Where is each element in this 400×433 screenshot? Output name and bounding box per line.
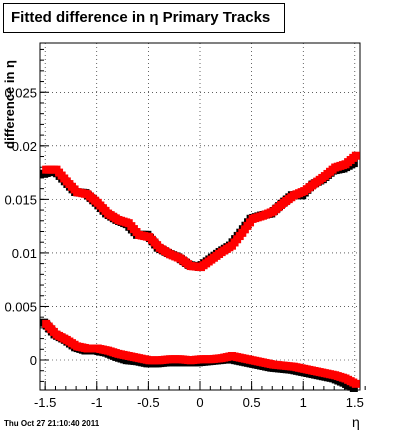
- timestamp: Thu Oct 27 21:10:40 2011: [4, 419, 100, 428]
- series-1: [42, 151, 360, 388]
- x-tick-label: 1: [300, 395, 307, 410]
- x-axis-label: η: [352, 414, 360, 430]
- x-tick-label: -0.5: [137, 395, 159, 410]
- chart-title: Fitted difference in η Primary Tracks: [11, 9, 271, 26]
- data-point: [351, 379, 360, 388]
- data-point: [349, 383, 358, 392]
- tick-labels: -1.5 -1 -0.5 0 0.5 1 1.5 0 0.005 0.01 0.015 0.02 0.0…: [4, 85, 363, 410]
- x-tick-label: -1.5: [34, 395, 56, 410]
- x-tick-label: 0: [196, 395, 203, 410]
- data-point: [351, 151, 360, 160]
- y-tick-label: 0.015: [4, 192, 37, 207]
- y-axis-label: difference in η: [2, 60, 17, 149]
- y-tick-label: 0.005: [4, 299, 37, 314]
- title-box: Fitted difference in η Primary Tracks: [3, 3, 285, 33]
- x-tick-label: -1: [91, 395, 103, 410]
- series-layer: [40, 151, 360, 392]
- plot-frame: [39, 42, 361, 391]
- x-tick-label: 0.5: [243, 395, 261, 410]
- y-tick-label: 0.025: [4, 85, 37, 100]
- x-tick-label: 1.5: [346, 395, 364, 410]
- y-tick-label: 0.02: [12, 139, 37, 154]
- y-tick-label: 0: [30, 353, 37, 368]
- y-tick-label: 0.01: [12, 246, 37, 261]
